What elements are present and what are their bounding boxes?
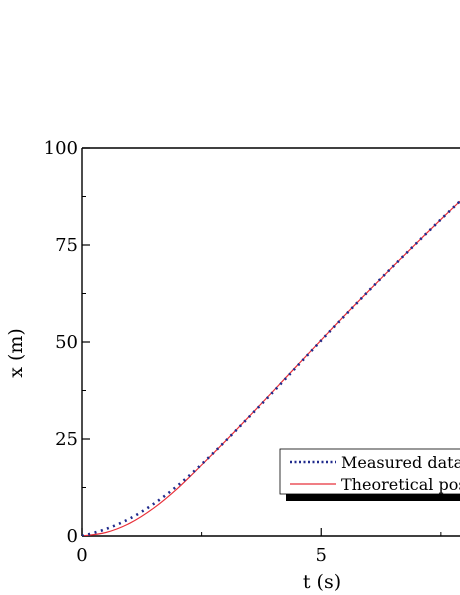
- y-axis-label: x (m): [5, 328, 27, 378]
- ticks: [81, 147, 442, 537]
- y-tick-label: 75: [55, 235, 78, 256]
- series-layer: [82, 200, 460, 536]
- x-tick-label: 5: [316, 545, 327, 566]
- y-tick-label: 50: [55, 332, 78, 353]
- y-tick-label: 0: [67, 526, 78, 547]
- legend-label-theoretical: Theoretical position: [341, 475, 460, 494]
- tick-labels: 0 25 50 75 100 0 5: [44, 138, 327, 566]
- legend-label-measured: Measured data: [341, 453, 460, 472]
- y-tick-label: 100: [44, 138, 78, 159]
- x-tick-label: 0: [76, 545, 87, 566]
- x-axis-label: t (s): [303, 571, 341, 593]
- series-line-theoretical: [82, 200, 460, 536]
- legend-shadow: [286, 494, 460, 501]
- legend: Measured data Theoretical position: [279, 448, 460, 501]
- y-tick-label: 25: [55, 429, 78, 450]
- legend-box: [279, 448, 460, 495]
